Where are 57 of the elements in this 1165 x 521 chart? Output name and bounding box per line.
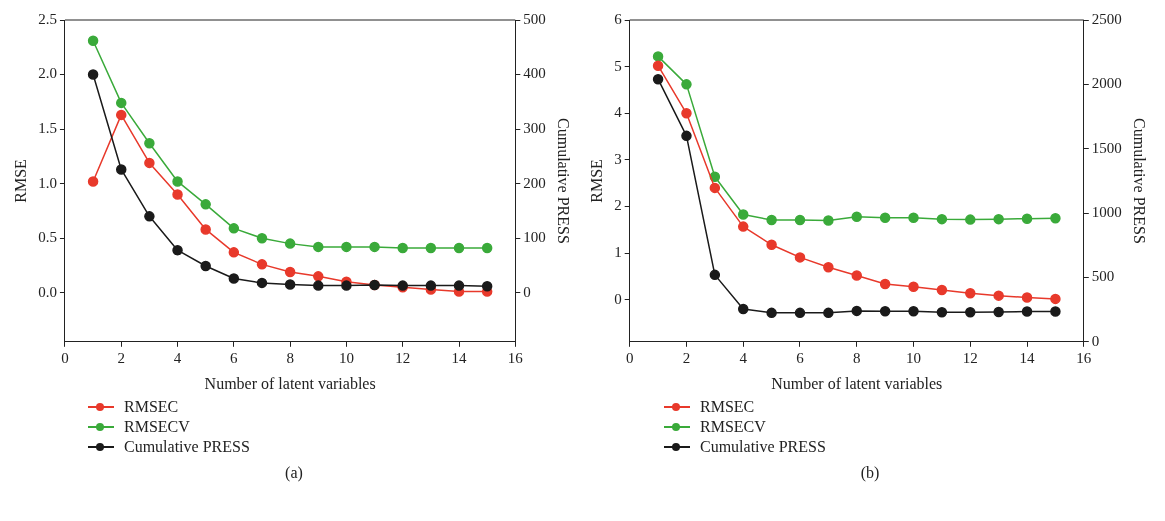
y-axis-title: RMSE — [11, 159, 29, 203]
y2-axis-title: Cumulative PRESS — [555, 118, 573, 244]
legend-label: RMSEC — [124, 398, 179, 416]
x-tick-label: 4 — [739, 349, 748, 366]
y-tick-label: 1 — [614, 244, 622, 261]
y-tick-label: 0 — [614, 290, 622, 307]
x-tick-label: 10 — [906, 349, 922, 366]
x-tick-label: 2 — [682, 349, 691, 366]
x-tick-label: 14 — [1019, 349, 1036, 366]
y-tick-label: 2.0 — [38, 65, 57, 82]
y-tick-label: 5 — [614, 57, 622, 74]
y-tick-label: 1.0 — [38, 174, 57, 191]
y2-tick-label: 100 — [523, 229, 546, 246]
x-tick-label: 6 — [796, 349, 805, 366]
y2-tick-label: 2000 — [1091, 75, 1122, 92]
x-tick-label: 0 — [625, 349, 634, 366]
y2-tick-label: 200 — [523, 174, 546, 191]
y2-tick-label: 1500 — [1091, 139, 1122, 156]
x-axis-title: Number of latent variables — [204, 374, 376, 392]
y-axis-title: RMSE — [587, 159, 605, 203]
y2-tick-label: 500 — [523, 10, 546, 27]
legend-label: Cumulative PRESS — [700, 438, 826, 456]
legend-label: RMSECV — [700, 418, 766, 436]
text: (b) — [859, 464, 881, 482]
y2-tick-label: 2500 — [1091, 10, 1122, 27]
x-tick-label: 14 — [451, 349, 468, 366]
y2-tick-label: 300 — [523, 120, 546, 137]
y-tick-label: 4 — [614, 104, 623, 121]
x-tick-label: 6 — [230, 349, 239, 366]
y2-tick-label: 1000 — [1091, 204, 1122, 221]
y-tick-label: 0.5 — [38, 229, 57, 246]
x-tick-label: 4 — [173, 349, 182, 366]
x-tick-label: 16 — [1076, 349, 1092, 366]
x-tick-label: 16 — [507, 349, 524, 366]
x-tick-label: 0 — [61, 349, 69, 366]
y2-tick-label: 0 — [523, 283, 531, 300]
y-tick-label: 3 — [614, 150, 622, 167]
y-tick-label: 0.0 — [38, 283, 57, 300]
x-tick-label: 12 — [395, 349, 411, 366]
x-axis-title: Number of latent variables — [771, 374, 943, 392]
y2-axis-title: Cumulative PRESS — [1131, 118, 1149, 244]
y-tick-label: 2.5 — [38, 10, 57, 27]
x-tick-label: 2 — [117, 349, 125, 366]
y2-tick-label: 0 — [1091, 332, 1100, 349]
legend-label: Cumulative PRESS — [124, 438, 250, 456]
x-tick-label: 8 — [286, 349, 294, 366]
x-tick-label: 10 — [338, 349, 354, 366]
y2-tick-label: 400 — [523, 65, 546, 82]
x-tick-label: 12 — [962, 349, 978, 366]
y-tick-label: 2 — [614, 197, 622, 214]
y-tick-label: 1.5 — [38, 120, 57, 137]
x-tick-label: 8 — [853, 349, 861, 366]
y-tick-label: 6 — [614, 10, 623, 27]
text: (a) — [284, 464, 304, 482]
y2-tick-label: 500 — [1091, 268, 1115, 285]
legend-label: RMSEC — [700, 398, 755, 416]
legend-label: RMSECV — [124, 418, 190, 436]
